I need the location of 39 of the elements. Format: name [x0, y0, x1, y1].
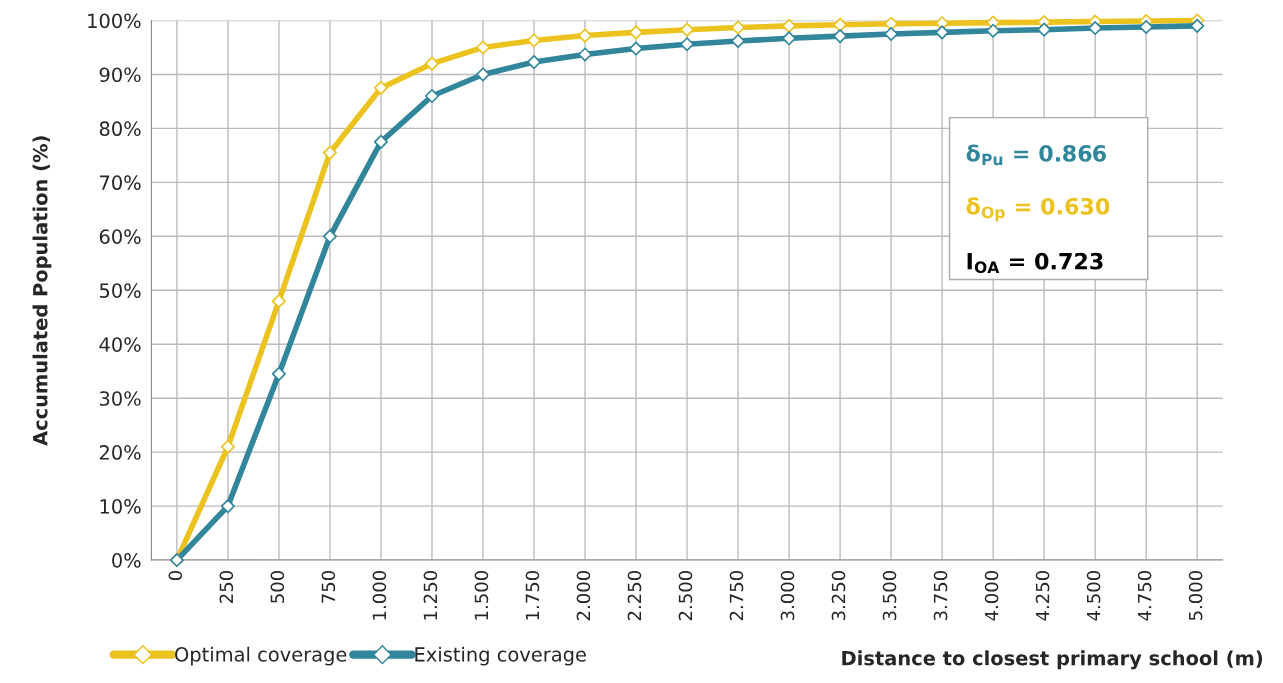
x-tick-label: 1.750	[525, 570, 540, 620]
y-tick-label: 70%	[100, 175, 141, 191]
x-tick-label: 1.000	[372, 570, 387, 620]
y-tick-label: 50%	[99, 283, 141, 298]
x-tick-label: 250	[219, 570, 234, 603]
annotation: δ$_{Pu}$ = 0.866	[966, 144, 1106, 166]
x-tick-label: 2.250	[627, 570, 642, 621]
x-tick-label: 1.250	[423, 570, 438, 620]
x-axis-title: Distance to closest primary school (m)	[842, 650, 1263, 670]
x-tick-label: 3.000	[780, 570, 795, 621]
x-tick-label: 2.750	[729, 570, 744, 621]
x-tick-label: 1.500	[474, 570, 489, 620]
annotation: I$_{OA}$ = 0.723	[967, 252, 1103, 274]
y-tick-label: 20%	[99, 445, 141, 460]
x-tick-label: 500	[270, 570, 285, 603]
y-tick-label: 10%	[100, 499, 141, 514]
legend-label: Existing coverage	[415, 646, 586, 666]
y-tick-label: 40%	[99, 337, 141, 352]
y-tick-label: 80%	[99, 121, 141, 137]
y-tick-label: 0%	[112, 553, 141, 568]
y-axis-title: Accumulated Population (%)	[32, 136, 52, 446]
x-tick-label: 4.750	[1137, 570, 1152, 621]
x-tick-label: 4.000	[984, 570, 999, 621]
x-tick-label: 3.500	[882, 570, 897, 621]
x-tick-label: 750	[321, 570, 336, 603]
x-tick-label: 2.000	[576, 570, 591, 621]
x-tick-label: 2.500	[678, 570, 693, 621]
x-tick-label: 0	[168, 570, 183, 581]
y-tick-label: 100%	[88, 13, 141, 29]
x-tick-label: 3.750	[933, 570, 948, 621]
legend-label: Optimal coverage	[175, 646, 347, 666]
x-tick-label: 4.500	[1086, 570, 1101, 621]
x-tick-label: 5.000	[1188, 570, 1203, 621]
y-tick-label: 60%	[99, 229, 141, 244]
x-tick-label: 3.250	[831, 570, 846, 621]
annotation: δ$_{Op}$ = 0.630	[966, 197, 1110, 222]
y-tick-label: 90%	[99, 67, 141, 83]
x-tick-label: 4.250	[1035, 570, 1050, 621]
y-tick-label: 30%	[99, 391, 141, 406]
